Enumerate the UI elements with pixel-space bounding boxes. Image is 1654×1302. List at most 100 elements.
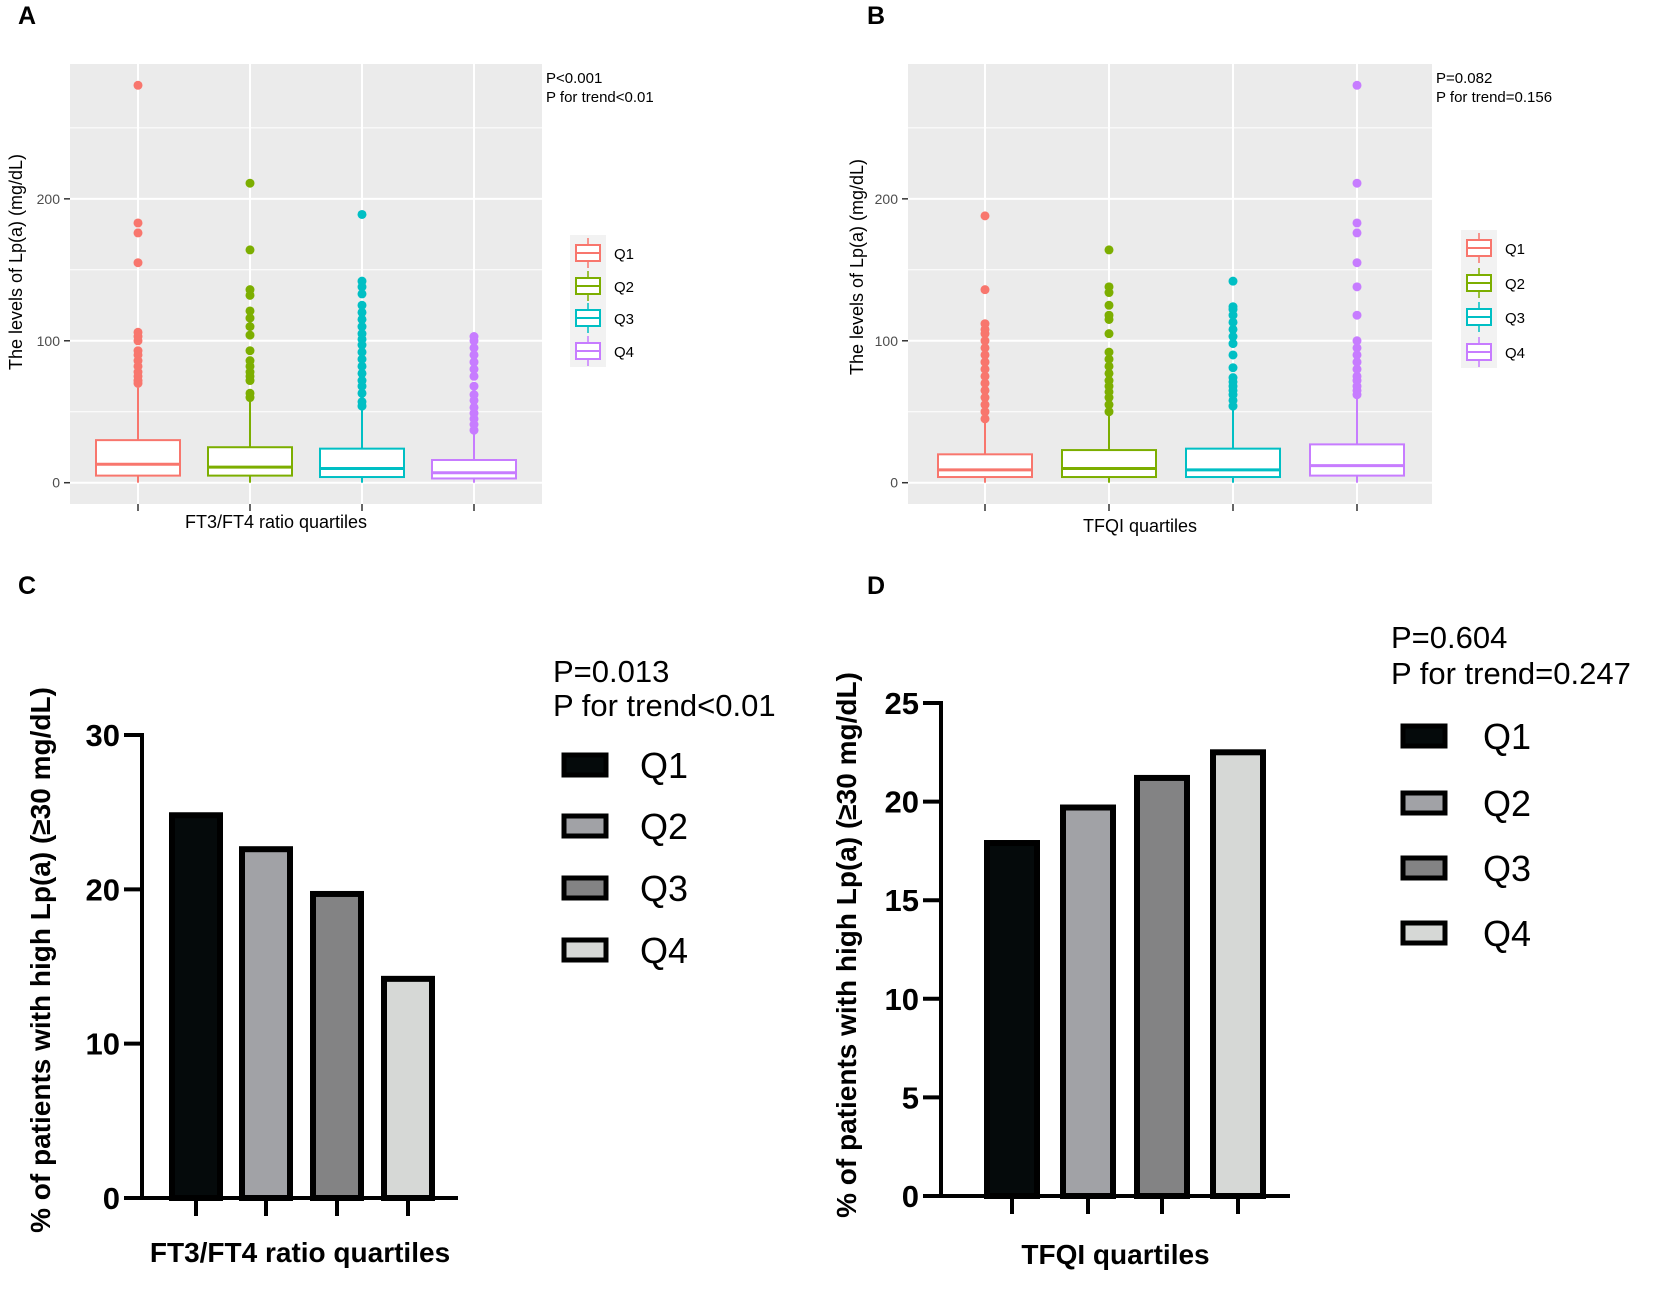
bar-q1: [984, 840, 1040, 1200]
outlier-point-q2: [1104, 300, 1114, 310]
y-tick-label: 10: [885, 982, 919, 1017]
legend-key-q4: [1400, 920, 1448, 946]
outlier-point-q4: [1352, 350, 1362, 360]
chart-panel-b: 0 100 200 TFQI quartiles The levels of Lp(a)…: [847, 64, 1552, 536]
bar-q2: [239, 846, 293, 1201]
chart-panel-d: 0 5 10 15 20 25 TFQI quartiles % of patients wi…: [831, 620, 1631, 1270]
outlier-point-q3: [357, 209, 367, 219]
plot-background: [908, 64, 1432, 504]
outlier-point-q2: [1104, 376, 1114, 386]
outlier-point-q1: [980, 393, 990, 403]
y-axis-title: % of patients with high Lp(a) (≥30 mg/dL…: [25, 687, 56, 1233]
outlier-point-q2: [1104, 329, 1114, 339]
outlier-point-q4: [1352, 364, 1362, 374]
box-q2: [207, 446, 293, 477]
stat-annotation-2: P for trend<0.01: [546, 89, 654, 106]
outlier-point-q1: [980, 350, 990, 360]
outlier-point-q1: [980, 357, 990, 367]
legend-key-q2: [575, 271, 601, 301]
outlier-point-q4: [1352, 218, 1362, 228]
outlier-point-q1: [980, 336, 990, 346]
outlier-point-q4: [1352, 228, 1362, 238]
outlier-point-q4: [1352, 282, 1362, 292]
legend-key-q2: [1400, 790, 1448, 816]
legend-key-q1: [575, 238, 601, 268]
outlier-point-q1: [133, 228, 143, 238]
outlier-point-q2: [1104, 407, 1114, 417]
legend-label-q4: Q4: [614, 344, 634, 361]
outlier-point-q1: [133, 258, 143, 268]
box-q1: [95, 439, 181, 477]
legend-key-q4: [1466, 337, 1492, 367]
y-axis-title: % of patients with high Lp(a) (≥30 mg/dL…: [831, 672, 862, 1218]
y-tick-label: 100: [875, 333, 899, 349]
stat-annotation-1: P=0.013: [553, 654, 669, 689]
outlier-point-q3: [1228, 276, 1238, 286]
outlier-point-q3: [357, 361, 367, 371]
outlier-point-q3: [1228, 363, 1238, 373]
outlier-point-q1: [980, 385, 990, 395]
outlier-point-q2: [245, 346, 255, 356]
x-axis-title: TFQI quartiles: [1083, 516, 1197, 536]
legend-label-q3: Q3: [1505, 310, 1525, 327]
legend-label-q1: Q1: [614, 246, 634, 263]
outlier-point-q3: [357, 376, 367, 386]
legend-key-q2: [1466, 268, 1492, 298]
outlier-point-q3: [357, 289, 367, 299]
chart-panel-c: 0 10 20 30 FT3/FT4 ratio quartiles % of patie…: [25, 654, 776, 1268]
outlier-point-q4: [469, 364, 479, 374]
y-tick-label: 15: [885, 883, 919, 918]
outlier-point-q3: [357, 354, 367, 364]
outlier-point-q4: [1352, 310, 1362, 320]
outlier-point-q2: [245, 306, 255, 316]
box-q4: [1309, 443, 1405, 477]
bar-q2: [1060, 804, 1116, 1199]
outlier-point-q4: [1352, 343, 1362, 353]
bar-q4: [1210, 749, 1266, 1199]
outlier-point-q2: [245, 313, 255, 323]
y-tick-label: 20: [885, 785, 919, 820]
legend-key-q4: [575, 336, 601, 366]
outlier-point-q4: [1352, 336, 1362, 346]
legend-label-q2: Q2: [1505, 276, 1525, 293]
stat-annotation-1: P=0.604: [1391, 620, 1507, 655]
outlier-point-q2: [1104, 282, 1114, 292]
legend-label-q1: Q1: [640, 745, 688, 786]
stat-annotation-1: P<0.001: [546, 70, 602, 87]
outlier-point-q3: [357, 329, 367, 339]
outlier-point-q2: [245, 330, 255, 340]
y-tick-label: 5: [902, 1080, 919, 1115]
outlier-point-q3: [1228, 339, 1238, 349]
outlier-point-q1: [980, 407, 990, 417]
outlier-point-q1: [133, 218, 143, 228]
outlier-point-q4: [1352, 258, 1362, 268]
panel-label-a: A: [18, 2, 36, 30]
outlier-point-q1: [133, 327, 143, 337]
outlier-point-q1: [980, 319, 990, 329]
outlier-point-q3: [1228, 373, 1238, 383]
bar-q3: [310, 890, 364, 1201]
bar-q1: [169, 812, 223, 1202]
legend-key-q3: [575, 303, 601, 333]
y-tick-label: 10: [86, 1027, 120, 1062]
outlier-point-q3: [1228, 317, 1238, 327]
outlier-point-q2: [245, 285, 255, 295]
outlier-point-q2: [245, 356, 255, 366]
panel-label-c: C: [18, 572, 36, 600]
y-tick-label: 20: [86, 872, 120, 907]
outlier-point-q3: [357, 307, 367, 317]
legend-key-q1: [561, 752, 609, 778]
box-q3: [319, 447, 405, 479]
outlier-point-q1: [980, 414, 990, 424]
outlier-point-q1: [980, 285, 990, 295]
outlier-point-q3: [357, 314, 367, 324]
outlier-point-q2: [1104, 245, 1114, 255]
x-axis-title: FT3/FT4 ratio quartiles: [150, 1237, 450, 1268]
legend-key-q3: [1466, 302, 1492, 332]
outlier-point-q1: [133, 346, 143, 356]
outlier-point-q4: [1352, 80, 1362, 90]
x-axis-title: TFQI quartiles: [1021, 1239, 1209, 1270]
outlier-point-q3: [1228, 350, 1238, 360]
y-tick-label: 0: [902, 1179, 919, 1214]
